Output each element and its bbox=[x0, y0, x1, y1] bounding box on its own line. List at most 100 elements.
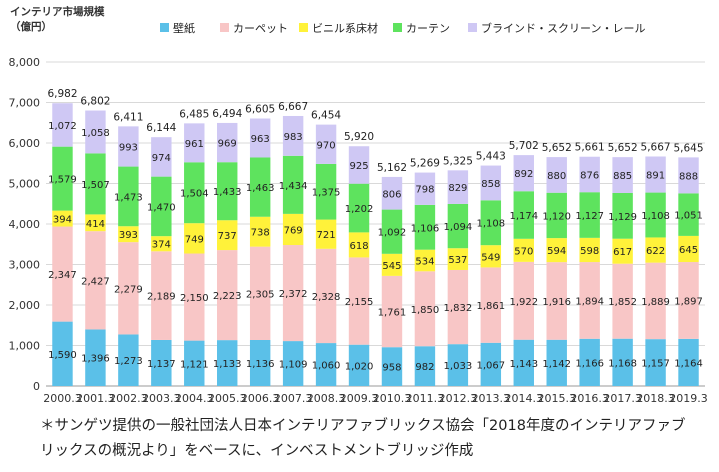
bar-segment bbox=[85, 214, 106, 232]
bar-segment bbox=[678, 338, 699, 386]
segment-label: 2,189 bbox=[147, 292, 176, 303]
segment-label: 1,590 bbox=[48, 350, 77, 361]
segment-label: 2,150 bbox=[180, 293, 209, 304]
bar-segment bbox=[546, 262, 567, 340]
segment-label: 617 bbox=[613, 247, 632, 258]
bar-segment bbox=[348, 146, 370, 184]
segment-label: 1,127 bbox=[575, 211, 604, 222]
x-tick-label: 2003.3 bbox=[142, 392, 181, 405]
bar-segment bbox=[217, 162, 238, 221]
segment-label: 798 bbox=[415, 185, 434, 196]
bar-segment bbox=[217, 340, 238, 386]
segment-label: 1,168 bbox=[608, 358, 637, 369]
bar-segment bbox=[381, 275, 403, 348]
bar-segment bbox=[678, 262, 699, 339]
bar-segment bbox=[579, 262, 600, 339]
segment-label: 1,463 bbox=[246, 183, 275, 194]
segment-label: 769 bbox=[284, 225, 303, 236]
bar-segment bbox=[480, 342, 502, 386]
segment-label: 1,832 bbox=[444, 303, 473, 314]
segment-label: 1,434 bbox=[279, 181, 308, 192]
bar-segment bbox=[118, 166, 139, 227]
segment-label: 1,922 bbox=[509, 297, 538, 308]
y-tick-label: 7,000 bbox=[9, 97, 41, 110]
bar-segment bbox=[447, 203, 469, 249]
segment-label: 1,375 bbox=[312, 188, 341, 199]
x-tick-label: 2007.3 bbox=[274, 392, 313, 405]
segment-label: 534 bbox=[415, 256, 434, 267]
bar-segment bbox=[678, 235, 699, 263]
segment-label: 2,279 bbox=[114, 284, 143, 295]
segment-label: 1,108 bbox=[641, 211, 670, 222]
bar-segment bbox=[118, 226, 139, 243]
y-tick-label: 0 bbox=[33, 380, 40, 393]
bar-segment bbox=[645, 192, 666, 238]
bar-segment bbox=[118, 334, 139, 386]
total-label: 5,325 bbox=[443, 155, 473, 167]
total-label: 5,443 bbox=[476, 151, 506, 163]
bar-segment bbox=[546, 238, 567, 263]
y-tick-label: 3,000 bbox=[9, 259, 41, 272]
gridlines bbox=[46, 61, 705, 387]
segment-label: 2,223 bbox=[213, 291, 242, 302]
segment-label: 974 bbox=[152, 153, 171, 164]
segment-label: 594 bbox=[547, 246, 566, 257]
bar-segment bbox=[282, 155, 304, 214]
bar-segment bbox=[315, 124, 337, 164]
bar-segment bbox=[151, 137, 172, 177]
bar-segment bbox=[480, 245, 502, 268]
bar-segment bbox=[645, 339, 666, 386]
total-label: 6,802 bbox=[80, 96, 110, 108]
bar-segment bbox=[249, 118, 271, 158]
bar-segment bbox=[513, 261, 534, 340]
segment-label: 1,129 bbox=[608, 212, 637, 223]
source-note-line-1: ＊サンゲツ提供の一般社団法人日本インテリアファブリックス協会「2018年度のイン… bbox=[40, 418, 686, 434]
segment-label: 858 bbox=[481, 179, 500, 190]
segment-label: 993 bbox=[119, 142, 138, 153]
segment-label: 1,507 bbox=[81, 180, 110, 191]
bar-segment bbox=[52, 146, 73, 211]
segment-label: 1,136 bbox=[246, 359, 275, 370]
x-tick-label: 2012.3 bbox=[439, 392, 478, 405]
segment-label: 1,861 bbox=[477, 301, 506, 312]
bar-segment bbox=[52, 210, 73, 227]
segment-label: 876 bbox=[580, 170, 599, 181]
bar-segment bbox=[513, 238, 534, 262]
total-label: 5,667 bbox=[641, 141, 671, 153]
segment-label: 1,174 bbox=[509, 211, 538, 222]
legend-label: カーペット bbox=[233, 22, 288, 35]
segment-label: 970 bbox=[317, 140, 336, 151]
segment-label: 1,473 bbox=[114, 192, 143, 203]
bar-segment bbox=[579, 237, 600, 263]
total-label: 6,144 bbox=[146, 122, 176, 134]
bar-segment bbox=[447, 248, 469, 270]
total-label: 6,494 bbox=[212, 108, 242, 120]
segment-label: 961 bbox=[185, 139, 204, 150]
bar-segment bbox=[315, 248, 337, 344]
total-label: 6,485 bbox=[179, 108, 209, 120]
bar-segment bbox=[546, 157, 567, 193]
bar-segment bbox=[348, 257, 370, 345]
total-label: 5,661 bbox=[575, 142, 605, 154]
bar-segment bbox=[151, 236, 172, 252]
bars: 1,590 2,347 394 1,579 1,072 1,396 2,427 414 1,50… bbox=[48, 103, 703, 386]
bar-segment bbox=[85, 153, 106, 215]
bar-segment bbox=[645, 237, 666, 263]
segment-label: 1,133 bbox=[213, 359, 242, 370]
total-label: 5,269 bbox=[410, 158, 440, 170]
segment-label: 963 bbox=[251, 134, 270, 145]
segment-label: 393 bbox=[119, 230, 138, 241]
legend-swatch bbox=[220, 23, 229, 32]
segment-label: 1,916 bbox=[542, 297, 571, 308]
segment-label: 1,889 bbox=[641, 297, 670, 308]
legend-swatch bbox=[468, 23, 477, 32]
x-tick-label: 2017.3 bbox=[603, 392, 642, 405]
bar-segment bbox=[217, 122, 238, 163]
segment-label: 1,504 bbox=[180, 189, 209, 200]
bar-segment bbox=[249, 216, 271, 247]
segment-label: 622 bbox=[646, 246, 665, 257]
segment-label: 885 bbox=[613, 171, 632, 182]
total-label: 6,667 bbox=[278, 101, 308, 113]
bar-segment bbox=[480, 267, 502, 343]
